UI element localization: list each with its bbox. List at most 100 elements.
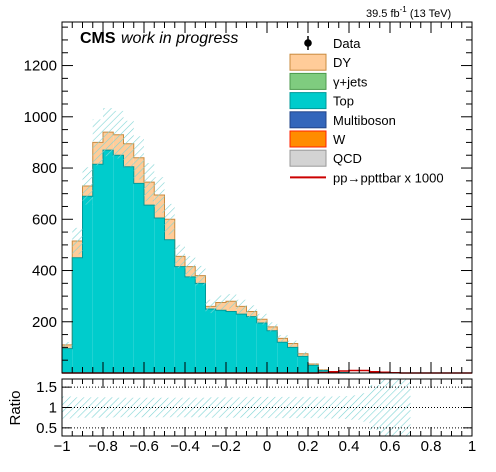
ratio-y-axis: 0.5 1 1.5	[36, 379, 472, 437]
x-tick-label: −0.4	[170, 438, 200, 455]
x-tick-label: 0.8	[421, 438, 442, 455]
cms-label: CMS	[80, 30, 116, 47]
energy-label: (13 TeV)	[410, 8, 451, 20]
uncertainty-bin	[287, 340, 298, 347]
top-bar	[62, 348, 73, 373]
legend-item: γ+jets	[289, 72, 368, 90]
uncertainty-bin	[92, 119, 103, 166]
x-tick-label: 0	[263, 438, 271, 455]
y-tick-label: 200	[32, 314, 57, 331]
top-bar	[174, 266, 185, 373]
main-panel: 200 400 600 800 1000 1200 CMS work in progres…	[24, 21, 473, 374]
legend-swatch	[289, 130, 327, 148]
x-axis: −1 −0.8 −0.6 −0.4 −0.2 0 0.2 0.4 0.6 0.8 1	[53, 379, 476, 455]
legend-swatch	[289, 92, 327, 110]
legend-item: DY	[289, 53, 351, 71]
ratio-band-bin	[113, 397, 124, 418]
x-tick-label: 1	[468, 438, 476, 455]
uncertainty-bin	[82, 167, 93, 205]
ratio-band-bin	[92, 397, 103, 418]
top-bar	[195, 283, 206, 373]
top-bar	[185, 276, 196, 373]
legend-swatch	[289, 72, 327, 90]
uncertainty-bin	[246, 305, 257, 318]
y-tick-label: 1000	[24, 109, 57, 126]
ratio-band-bin	[236, 397, 247, 418]
ratio-band-bin	[400, 379, 411, 436]
uncertainty-bin	[226, 294, 237, 309]
ratio-band-bin	[226, 397, 237, 418]
ratio-band-bin	[205, 397, 216, 418]
ratio-y-tick-label: 1.5	[36, 379, 57, 396]
lumi-exponent: -1	[400, 5, 408, 14]
ratio-band-bin	[379, 379, 390, 436]
uncertainty-bin	[195, 265, 206, 286]
uncertainty-bin	[297, 351, 308, 356]
main-y-axis: 200 400 600 800 1000 1200	[24, 26, 472, 361]
uncertainty-bin	[144, 163, 155, 202]
legend-label: QCD	[333, 151, 362, 166]
legend-label: γ+jets	[333, 74, 368, 89]
uncertainty-bin	[267, 322, 278, 332]
uncertainty-bin	[72, 227, 83, 255]
x-tick-label: 0.2	[298, 438, 319, 455]
x-tick-label: 0.4	[339, 438, 360, 455]
top-bar	[256, 323, 267, 373]
top-bar	[318, 370, 329, 373]
ratio-band-bin	[185, 397, 196, 418]
x-tick-label: −0.8	[88, 438, 118, 455]
legend-item: W	[289, 130, 346, 148]
uncertainty-bin	[256, 313, 267, 325]
uncertainty-bin	[174, 244, 185, 269]
y-tick-label: 600	[32, 211, 57, 228]
lumi-label: 39.5 fb-1 (13 TeV)	[366, 5, 451, 20]
legend-label: W	[333, 132, 346, 147]
uncertainty-bin	[164, 203, 175, 235]
legend-label: Data	[333, 36, 361, 51]
legend-item: Data	[304, 36, 361, 51]
legend-marker	[304, 39, 312, 47]
uncertainty-bin	[133, 136, 144, 180]
uncertainty-bin	[185, 256, 196, 278]
ratio-band-bin	[133, 397, 144, 418]
uncertainty-bin	[277, 334, 288, 342]
top-bar	[72, 257, 83, 373]
top-bar	[113, 155, 124, 373]
ratio-y-tick-label: 1	[49, 400, 57, 417]
top-bar	[164, 239, 175, 373]
top-bar	[123, 166, 134, 373]
ratio-panel: 0.5 1 1.5 −1 −0.8 −0.6 −0.4 −0.2 0 0.2 0.4 0.6 0.8 1…	[7, 378, 476, 455]
top-bar	[215, 310, 226, 373]
uncertainty-bin	[215, 295, 226, 310]
legend: Data DY γ+jets Top Multiboson W QCD pp→ppttbar …	[289, 36, 444, 185]
top-bar	[133, 183, 144, 373]
x-tick-label: −0.6	[129, 438, 159, 455]
uncertainty-bin	[123, 120, 134, 167]
ratio-y-label: Ratio	[7, 390, 24, 425]
top-bar	[297, 356, 308, 373]
legend-label: Top	[333, 94, 354, 109]
ratio-band-bin	[328, 396, 339, 419]
uncertainty-bin	[205, 299, 216, 314]
ratio-band-bin	[164, 397, 175, 418]
ratio-band-bin	[154, 397, 165, 418]
ratio-band-bin	[287, 396, 298, 419]
y-tick-label: 400	[32, 263, 57, 280]
top-bar	[144, 205, 155, 373]
legend-item: pp→ppttbar x 1000	[290, 170, 444, 185]
ratio-y-tick-label: 0.5	[36, 420, 57, 437]
uncertainty-bin	[62, 341, 73, 348]
y-tick-label: 800	[32, 160, 57, 177]
legend-label: Multiboson	[333, 113, 396, 128]
top-bar	[246, 316, 257, 373]
uncertainty-bin	[318, 369, 329, 371]
uncertainty-band	[62, 108, 349, 373]
legend-swatch	[289, 149, 327, 167]
legend-label: DY	[333, 55, 351, 70]
legend-item: QCD	[289, 149, 362, 167]
uncertainty-bin	[113, 110, 124, 159]
top-bar	[287, 347, 298, 373]
legend-item: Top	[289, 92, 354, 110]
top-bar	[308, 365, 319, 373]
